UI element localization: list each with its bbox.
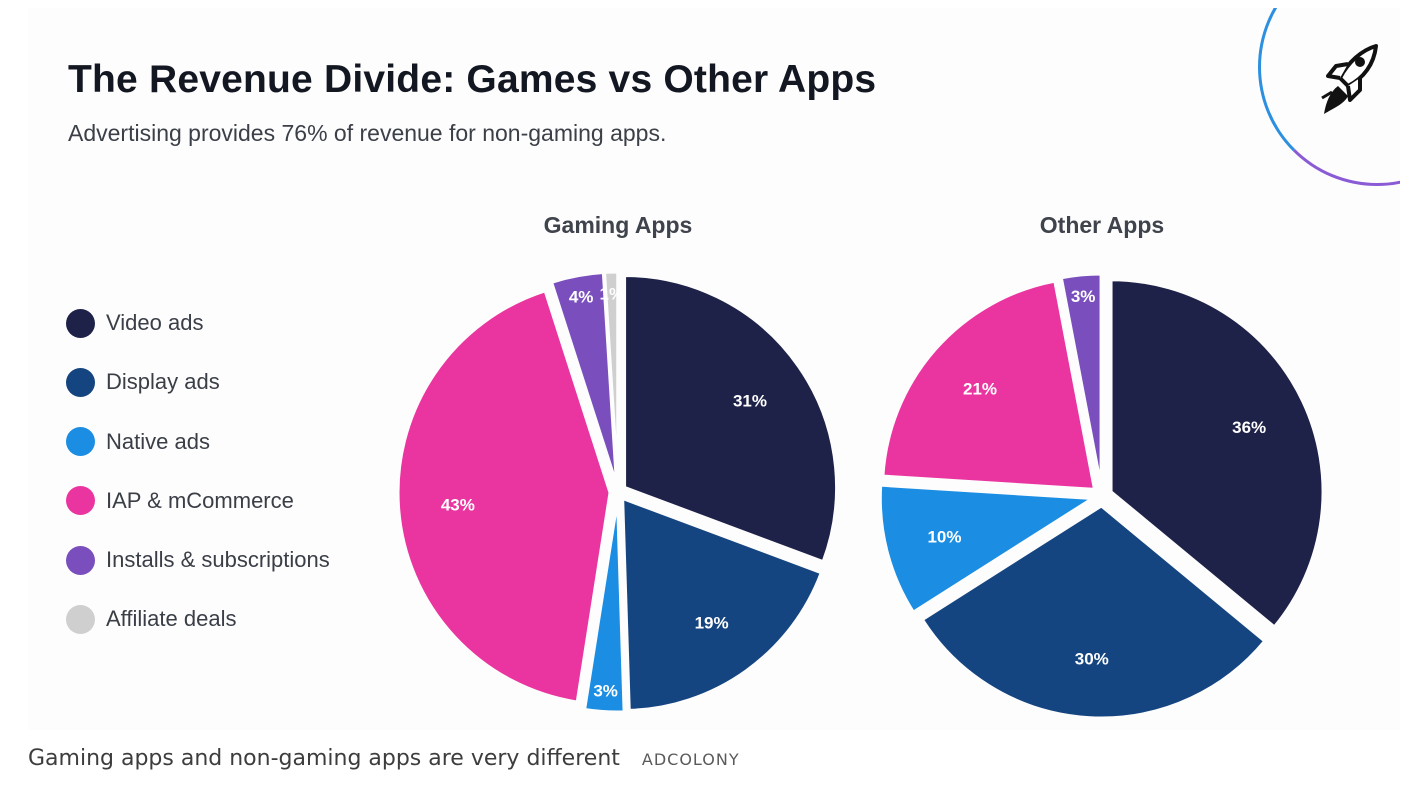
slice-label-gaming-native-ads: 3% <box>593 681 618 700</box>
caption-text: Gaming apps and non-gaming apps are very… <box>28 746 620 771</box>
chart-subtitle: Advertising provides 76% of revenue for … <box>68 120 667 146</box>
pie-slice-other-native-ads <box>878 483 1098 615</box>
pie-slice-other-iap-mcommerce <box>881 279 1097 492</box>
legend-item-installs-subscriptions: Installs & subscriptions <box>66 545 330 575</box>
chart-title: The Revenue Divide: Games vs Other Apps <box>68 58 877 101</box>
legend-label: Installs & subscriptions <box>106 547 330 573</box>
slice-label-gaming-video-ads: 31% <box>733 391 767 410</box>
pie-slice-gaming-iap-mcommerce <box>396 288 612 704</box>
pie-charts: Gaming Apps 31% 19% 3% 43% 4% 1% Other Apps 36%… <box>396 212 1325 720</box>
legend-swatch-iap-mcommerce <box>66 486 95 516</box>
legend-swatch-installs-subscriptions <box>66 545 95 575</box>
pie-slice-gaming-display-ads <box>621 496 824 712</box>
slice-label-gaming-display-ads: 19% <box>695 614 729 633</box>
pie-slice-gaming-video-ads <box>623 273 839 564</box>
legend-swatch-native-ads <box>66 427 95 457</box>
slice-label-gaming-affiliate-deals: 1% <box>600 284 625 303</box>
legend-item-affiliate-deals: Affiliate deals <box>66 604 330 634</box>
caption: Gaming apps and non-gaming apps are very… <box>28 746 740 771</box>
legend-item-video-ads: Video ads <box>66 308 330 338</box>
legend-swatch-display-ads <box>66 367 95 397</box>
pie-slice-other-installs-subscriptions <box>1059 272 1103 487</box>
slice-label-gaming-installs-subscriptions: 4% <box>569 288 594 307</box>
figure-card: The Revenue Divide: Games vs Other Apps … <box>28 8 1400 730</box>
legend-item-display-ads: Display ads <box>66 367 330 397</box>
legend-swatch-video-ads <box>66 308 95 338</box>
rocket-icon <box>1321 44 1378 114</box>
slice-label-other-display-ads: 30% <box>1075 649 1109 668</box>
pie-chart-gaming-apps: Gaming Apps 31% 19% 3% 43% 4% 1% <box>396 212 839 714</box>
pie-title-other: Other Apps <box>1040 212 1164 238</box>
legend-item-iap-mcommerce: IAP & mCommerce <box>66 486 330 516</box>
legend-label: Video ads <box>106 310 204 335</box>
slice-label-other-iap-mcommerce: 21% <box>963 379 997 398</box>
pie-slice-other-display-ads <box>920 504 1267 720</box>
pie-slice-gaming-affiliate-deals <box>602 270 620 485</box>
legend-label: IAP & mCommerce <box>106 487 294 513</box>
pie-slice-gaming-native-ads <box>582 499 626 714</box>
pie-title-gaming: Gaming Apps <box>544 212 693 238</box>
legend-label: Native ads <box>106 428 210 454</box>
legend-item-native-ads: Native ads <box>66 427 330 457</box>
legend-swatch-affiliate-deals <box>66 604 95 634</box>
caption-credit: ADCOLONY <box>641 750 740 769</box>
pie-chart-other-apps: Other Apps 36% 30% 10% 21% 3% <box>878 212 1325 720</box>
slice-label-other-installs-subscriptions: 3% <box>1071 287 1096 306</box>
legend-label: Display ads <box>106 369 220 395</box>
legend-label: Affiliate deals <box>106 606 237 632</box>
legend: Video ads Display ads Native ads IAP & m… <box>66 308 330 664</box>
slice-label-gaming-iap-mcommerce: 43% <box>441 495 475 514</box>
slice-label-other-native-ads: 10% <box>927 527 961 546</box>
slice-label-other-video-ads: 36% <box>1232 418 1266 437</box>
pie-slice-other-video-ads <box>1109 278 1325 629</box>
